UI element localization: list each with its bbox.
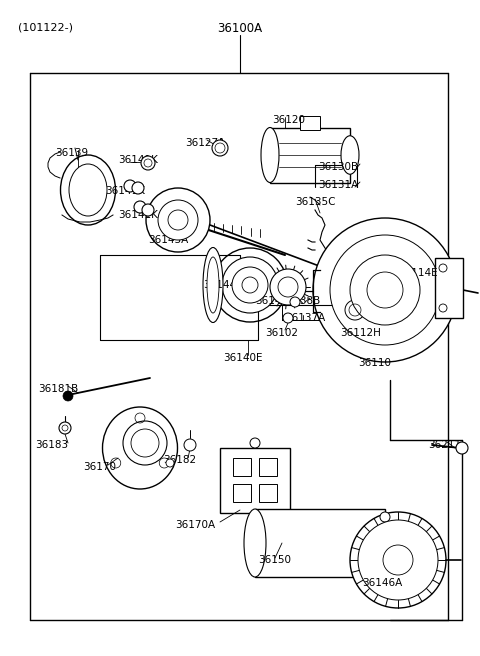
Text: (101122-): (101122-): [18, 22, 73, 32]
Text: 36135C: 36135C: [295, 197, 336, 207]
Circle shape: [146, 188, 210, 252]
Circle shape: [283, 313, 293, 323]
Text: 36146A: 36146A: [362, 578, 402, 588]
Text: 36114E: 36114E: [398, 268, 438, 278]
Circle shape: [367, 272, 403, 308]
Text: 36141K: 36141K: [118, 155, 158, 165]
Circle shape: [270, 269, 306, 305]
Text: 36110: 36110: [358, 358, 391, 368]
Circle shape: [383, 545, 413, 575]
Text: 36138B: 36138B: [280, 296, 320, 306]
Ellipse shape: [69, 164, 107, 216]
Circle shape: [166, 459, 174, 467]
Text: 36131A: 36131A: [318, 180, 358, 190]
Bar: [233, 458, 251, 476]
Bar: [300, 116, 320, 130]
Circle shape: [59, 422, 71, 434]
Circle shape: [350, 512, 446, 608]
Text: 36183: 36183: [35, 440, 68, 450]
Ellipse shape: [341, 136, 359, 174]
Circle shape: [380, 512, 390, 522]
Bar: [220, 448, 290, 513]
Circle shape: [212, 140, 228, 156]
Circle shape: [158, 200, 198, 240]
Text: 36170A: 36170A: [175, 520, 215, 530]
Bar: [255, 509, 385, 577]
Circle shape: [380, 538, 390, 548]
Ellipse shape: [103, 407, 178, 489]
Circle shape: [124, 180, 136, 192]
Circle shape: [63, 391, 73, 401]
Ellipse shape: [261, 127, 279, 182]
Text: 36130B: 36130B: [318, 162, 358, 172]
Text: 36141K: 36141K: [118, 210, 158, 220]
Circle shape: [456, 442, 468, 454]
Text: 36140E: 36140E: [223, 353, 263, 363]
Text: 36139: 36139: [55, 148, 88, 158]
Circle shape: [350, 255, 420, 325]
Text: 36143A: 36143A: [148, 235, 188, 245]
Ellipse shape: [203, 247, 223, 323]
Circle shape: [250, 438, 260, 448]
Text: 36100A: 36100A: [217, 22, 263, 35]
Text: 36120: 36120: [272, 115, 305, 125]
Bar: [233, 484, 251, 502]
Text: 36144: 36144: [203, 280, 236, 290]
Circle shape: [184, 439, 196, 451]
Text: 36170: 36170: [83, 462, 116, 472]
Circle shape: [131, 429, 159, 457]
Circle shape: [313, 218, 457, 362]
Bar: [435, 258, 463, 318]
Circle shape: [168, 210, 188, 230]
Circle shape: [132, 182, 144, 194]
Circle shape: [345, 300, 365, 320]
Circle shape: [213, 248, 287, 322]
Text: 36182: 36182: [163, 455, 196, 465]
Text: 36150: 36150: [258, 555, 291, 565]
Circle shape: [222, 257, 278, 313]
Ellipse shape: [60, 155, 116, 225]
Circle shape: [134, 201, 146, 213]
Circle shape: [242, 277, 258, 293]
Circle shape: [123, 421, 167, 465]
Bar: [259, 484, 277, 502]
Circle shape: [142, 204, 154, 216]
Text: 36137A: 36137A: [285, 313, 325, 323]
Bar: [270, 128, 350, 183]
Text: 36181B: 36181B: [38, 384, 78, 394]
Circle shape: [358, 520, 438, 600]
Circle shape: [380, 551, 390, 561]
Ellipse shape: [207, 257, 219, 313]
Bar: [259, 458, 277, 476]
Circle shape: [278, 277, 298, 297]
Text: 36141K: 36141K: [105, 186, 145, 196]
Circle shape: [290, 297, 300, 307]
Circle shape: [380, 525, 390, 535]
Text: 36102: 36102: [265, 328, 298, 338]
Text: 36211: 36211: [428, 440, 461, 450]
Circle shape: [141, 156, 155, 170]
Text: 36145: 36145: [255, 296, 288, 306]
Circle shape: [330, 235, 440, 345]
Ellipse shape: [244, 509, 266, 577]
Circle shape: [380, 564, 390, 574]
Text: 36127A: 36127A: [185, 138, 225, 148]
Circle shape: [232, 267, 268, 303]
Text: 36112H: 36112H: [340, 328, 381, 338]
